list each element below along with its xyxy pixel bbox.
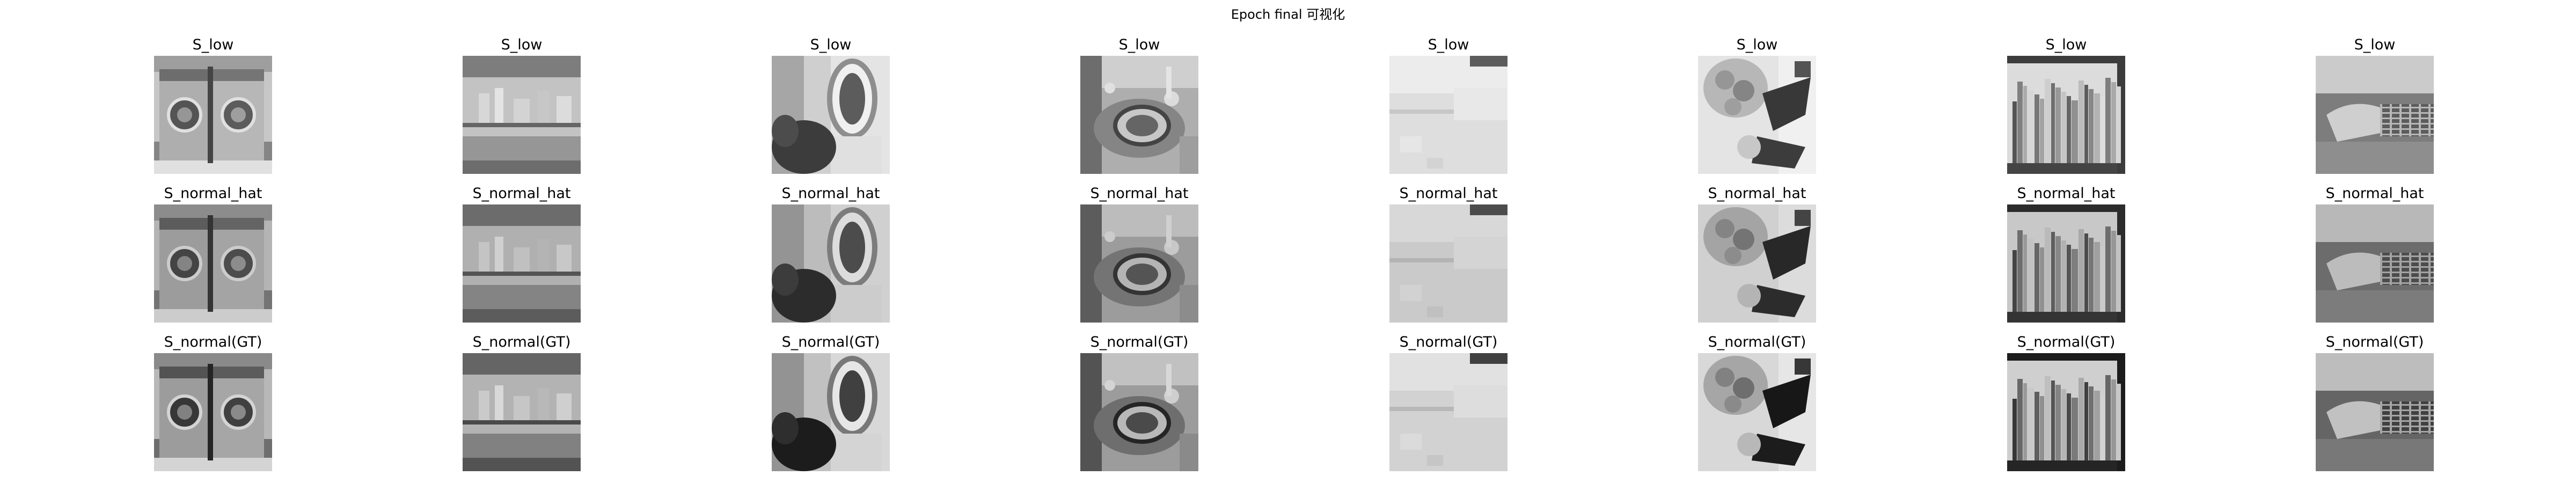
- panel-title: S_low: [2045, 36, 2087, 53]
- panel-title: S_low: [501, 36, 543, 53]
- grayscale-image-ornate-mirror: [772, 204, 890, 323]
- panel-title: S_normal(GT): [1708, 334, 1806, 350]
- panel-title: S_normal_hat: [472, 185, 571, 202]
- grayscale-image-ornate-mirror: [772, 56, 890, 174]
- figure-title: Epoch final 可视化: [1231, 7, 1345, 22]
- grayscale-image-kitchen-shelf: [463, 56, 581, 174]
- panel-title: S_normal(GT): [2017, 334, 2116, 350]
- grayscale-image-plaid-sofa: [2316, 204, 2434, 323]
- grayscale-image-bookshelf: [2007, 56, 2125, 174]
- panel-title: S_normal(GT): [781, 334, 880, 350]
- grayscale-image-bright-room-floor: [1389, 353, 1507, 471]
- panel-title: S_normal(GT): [472, 334, 571, 350]
- grayscale-image-bookshelf: [2007, 204, 2125, 323]
- panel-title: S_normal_hat: [2325, 185, 2424, 202]
- panel-title: S_low: [1736, 36, 1778, 53]
- grayscale-image-flowers-and-shoes: [1698, 56, 1816, 174]
- panel-title: S_normal(GT): [164, 334, 262, 350]
- grayscale-image-washing-machine: [154, 353, 272, 471]
- panel-title: S_normal_hat: [164, 185, 262, 202]
- panel-title: S_normal_hat: [781, 185, 880, 202]
- panel-title: S_normal_hat: [1090, 185, 1189, 202]
- grayscale-image-flowers-and-shoes: [1698, 353, 1816, 471]
- grayscale-image-bright-room-floor: [1389, 204, 1507, 323]
- panel-title: S_normal_hat: [1399, 185, 1498, 202]
- grayscale-image-bookshelf: [2007, 353, 2125, 471]
- grayscale-image-washing-machine: [154, 56, 272, 174]
- panel-title: S_normal_hat: [1708, 185, 1806, 202]
- grayscale-image-bright-room-floor: [1389, 56, 1507, 174]
- grayscale-image-tea-set-table: [1080, 56, 1198, 174]
- panel-title: S_normal(GT): [1090, 334, 1189, 350]
- grayscale-image-kitchen-shelf: [463, 353, 581, 471]
- grayscale-image-kitchen-shelf: [463, 204, 581, 323]
- grayscale-image-plaid-sofa: [2316, 353, 2434, 471]
- grayscale-image-plaid-sofa: [2316, 56, 2434, 174]
- panel-title: S_low: [2354, 36, 2396, 53]
- grayscale-image-tea-set-table: [1080, 353, 1198, 471]
- grayscale-image-washing-machine: [154, 204, 272, 323]
- grayscale-image-flowers-and-shoes: [1698, 204, 1816, 323]
- panel-title: S_low: [810, 36, 852, 53]
- grayscale-image-tea-set-table: [1080, 204, 1198, 323]
- grayscale-image-ornate-mirror: [772, 353, 890, 471]
- panel-title: S_normal_hat: [2017, 185, 2116, 202]
- panel-title: S_low: [1118, 36, 1160, 53]
- panel-title: S_low: [1428, 36, 1469, 53]
- panel-title: S_normal(GT): [2325, 334, 2424, 350]
- panel-title: S_normal(GT): [1399, 334, 1498, 350]
- panel-title: S_low: [192, 36, 234, 53]
